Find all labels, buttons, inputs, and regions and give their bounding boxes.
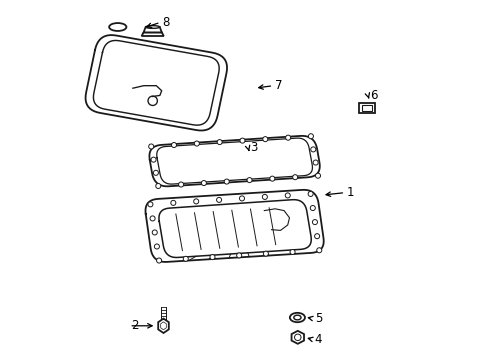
Circle shape	[312, 160, 318, 165]
Circle shape	[294, 334, 301, 341]
Circle shape	[216, 197, 221, 202]
Circle shape	[315, 173, 320, 178]
Circle shape	[153, 170, 158, 175]
Circle shape	[193, 199, 198, 204]
Circle shape	[289, 249, 294, 255]
Circle shape	[310, 206, 315, 211]
Ellipse shape	[289, 313, 305, 322]
Circle shape	[310, 147, 315, 152]
Circle shape	[285, 135, 290, 140]
Text: 2: 2	[131, 319, 138, 332]
Circle shape	[263, 251, 268, 256]
Polygon shape	[149, 136, 319, 186]
Polygon shape	[158, 319, 168, 333]
Circle shape	[262, 194, 267, 199]
Circle shape	[147, 202, 153, 207]
Circle shape	[148, 144, 153, 149]
Circle shape	[262, 137, 267, 142]
Circle shape	[314, 234, 319, 239]
Circle shape	[151, 157, 156, 162]
Text: 1: 1	[346, 186, 354, 199]
Circle shape	[246, 177, 251, 183]
Circle shape	[150, 216, 155, 221]
Polygon shape	[145, 190, 323, 262]
Circle shape	[217, 140, 222, 145]
Circle shape	[171, 143, 176, 148]
Circle shape	[194, 141, 199, 146]
Circle shape	[236, 253, 241, 258]
Circle shape	[316, 248, 321, 253]
Circle shape	[312, 220, 317, 225]
Circle shape	[240, 138, 244, 143]
Polygon shape	[161, 322, 166, 330]
Circle shape	[156, 258, 161, 263]
Circle shape	[183, 256, 188, 261]
Polygon shape	[143, 27, 162, 32]
Circle shape	[239, 196, 244, 201]
Text: 5: 5	[314, 312, 322, 325]
Ellipse shape	[293, 315, 301, 320]
Circle shape	[209, 255, 215, 260]
Polygon shape	[159, 200, 310, 257]
Circle shape	[178, 182, 183, 187]
Circle shape	[152, 230, 157, 235]
Circle shape	[155, 184, 161, 189]
Circle shape	[292, 175, 297, 180]
Circle shape	[285, 193, 290, 198]
Circle shape	[269, 176, 274, 181]
Text: 8: 8	[162, 16, 169, 29]
Polygon shape	[85, 35, 226, 131]
Polygon shape	[142, 32, 163, 36]
Ellipse shape	[109, 23, 126, 31]
Text: 7: 7	[275, 79, 282, 92]
Circle shape	[224, 179, 229, 184]
Text: 6: 6	[369, 89, 377, 102]
Polygon shape	[358, 103, 374, 113]
Circle shape	[170, 201, 176, 206]
Circle shape	[307, 192, 312, 197]
Text: 4: 4	[314, 333, 322, 346]
Circle shape	[201, 180, 206, 185]
Polygon shape	[291, 331, 304, 344]
Circle shape	[308, 134, 313, 139]
Text: 3: 3	[249, 141, 257, 154]
Circle shape	[154, 244, 159, 249]
Polygon shape	[362, 105, 371, 111]
Ellipse shape	[145, 26, 160, 28]
